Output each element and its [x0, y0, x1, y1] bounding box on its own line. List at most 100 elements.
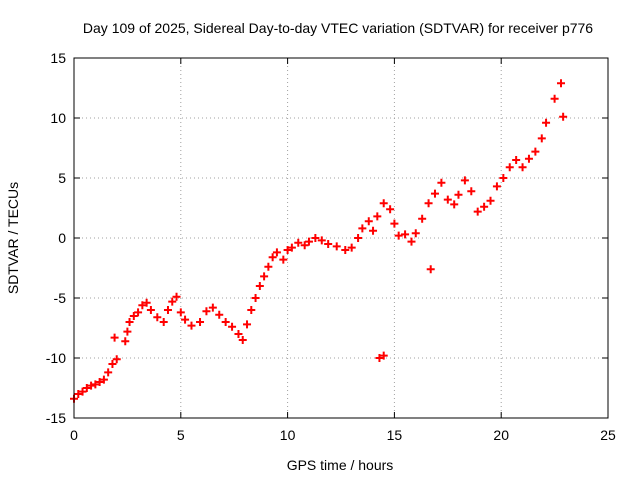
- x-tick-label: 10: [280, 427, 296, 443]
- data-point: [375, 354, 384, 362]
- data-point: [531, 147, 540, 156]
- tick-labels: 0 5 10 15 20 25 -15 -10 -5 0 5 10 15: [46, 50, 616, 443]
- y-tick-label: -15: [46, 410, 66, 426]
- data-point: [247, 306, 256, 314]
- data-point: [480, 202, 489, 211]
- data-point: [524, 154, 533, 163]
- data-point: [146, 306, 155, 314]
- data-point: [74, 390, 83, 398]
- data-point: [181, 315, 190, 324]
- x-tick-label: 0: [70, 427, 78, 443]
- data-point: [492, 182, 501, 191]
- data-point: [121, 337, 130, 346]
- data-point: [512, 156, 521, 164]
- data-point: [324, 240, 333, 248]
- data-point: [159, 318, 168, 326]
- data-point: [437, 178, 446, 187]
- data-point: [373, 212, 382, 221]
- data-point: [518, 163, 527, 172]
- data-point: [354, 234, 363, 242]
- data-point: [208, 303, 217, 312]
- data-point: [176, 308, 185, 317]
- data-point: [304, 237, 313, 246]
- data-point: [123, 327, 132, 336]
- data-point: [407, 237, 416, 246]
- data-point: [317, 236, 326, 245]
- data-point: [104, 368, 113, 377]
- data-point: [279, 255, 288, 264]
- data-point: [87, 381, 96, 390]
- data-point: [272, 248, 281, 257]
- data-point: [78, 387, 87, 396]
- data-point: [300, 241, 309, 250]
- data-point: [255, 282, 264, 290]
- y-tick-label: 10: [50, 110, 66, 126]
- grid-lines: [74, 58, 608, 418]
- data-point: [251, 294, 260, 302]
- data-point: [341, 246, 350, 254]
- y-tick-label: 15: [50, 50, 66, 66]
- data-point: [99, 375, 108, 384]
- data-point: [172, 292, 181, 301]
- data-point: [450, 200, 459, 209]
- data-point: [82, 384, 91, 392]
- y-tick-label: 5: [58, 170, 66, 186]
- data-point: [268, 253, 277, 262]
- data-point: [401, 230, 410, 239]
- data-point: [454, 190, 463, 199]
- y-tick-label: -10: [46, 350, 66, 366]
- data-point: [347, 243, 356, 252]
- data-point: [287, 243, 296, 252]
- data-point: [215, 310, 224, 319]
- data-point: [394, 231, 403, 240]
- data-point: [418, 214, 427, 223]
- data-point: [228, 322, 237, 331]
- data-point: [499, 174, 508, 182]
- data-point: [460, 176, 469, 185]
- data-point: [430, 189, 439, 198]
- data-point: [125, 318, 134, 326]
- y-tick-label: 0: [58, 230, 66, 246]
- data-point: [283, 246, 292, 254]
- data-point: [311, 234, 320, 242]
- data-point: [505, 163, 514, 172]
- data-point: [108, 360, 117, 368]
- data-point: [134, 308, 143, 317]
- data-point: [163, 306, 172, 314]
- data-point: [243, 320, 252, 329]
- y-axis-label: SDTVAR / TECUs: [5, 182, 21, 294]
- y-tick-label: -5: [54, 290, 67, 306]
- data-point: [234, 330, 243, 338]
- data-point: [332, 242, 341, 251]
- x-tick-label: 25: [600, 427, 616, 443]
- data-point: [557, 79, 566, 88]
- data-point: [411, 229, 420, 238]
- x-tick-label: 15: [387, 427, 403, 443]
- data-point: [473, 207, 482, 216]
- x-axis-label: GPS time / hours: [287, 457, 394, 473]
- data-point: [110, 333, 119, 342]
- data-point: [238, 336, 247, 344]
- data-point: [264, 262, 273, 271]
- data-point: [221, 318, 230, 326]
- data-point: [369, 226, 378, 235]
- data-point: [91, 380, 100, 389]
- data-point: [424, 199, 433, 208]
- data-point: [386, 205, 395, 214]
- data-point: [390, 219, 399, 228]
- data-point: [537, 134, 546, 143]
- x-tick-label: 5: [177, 427, 185, 443]
- chart-title: Day 109 of 2025, Sidereal Day-to-day VTE…: [83, 20, 593, 36]
- data-point: [364, 217, 373, 226]
- data-point: [542, 118, 551, 127]
- data-point: [168, 297, 177, 306]
- data-point: [559, 112, 568, 121]
- data-point: [486, 196, 495, 205]
- data-point: [294, 238, 303, 247]
- data-point: [443, 195, 452, 204]
- data-points: [70, 79, 568, 403]
- data-point: [196, 318, 205, 326]
- data-point: [138, 301, 147, 310]
- data-point: [129, 312, 138, 320]
